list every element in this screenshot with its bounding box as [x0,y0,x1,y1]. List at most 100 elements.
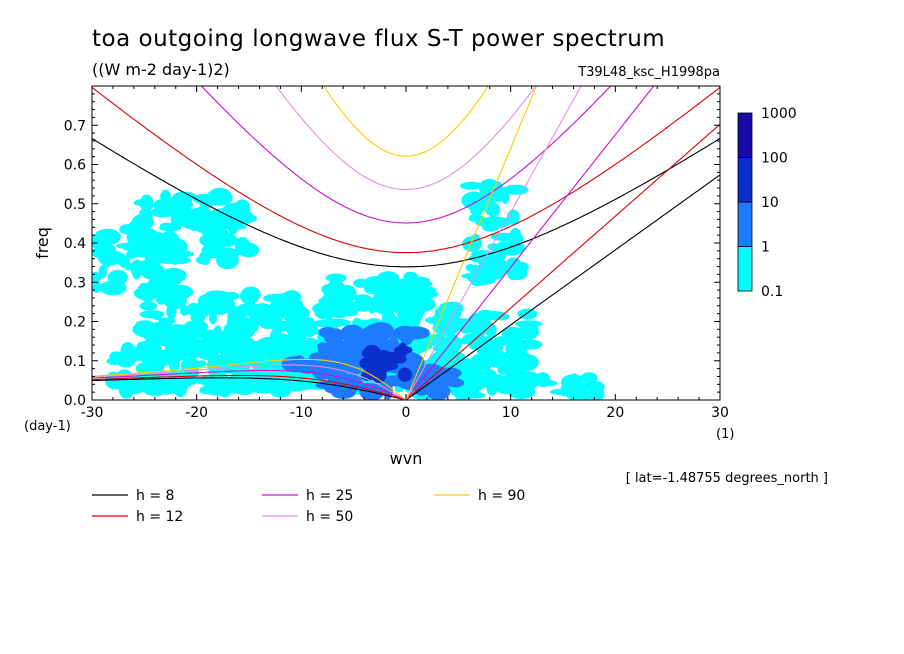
heat-cell [167,352,187,362]
heat-cell [212,301,226,311]
heat-cell [478,178,501,197]
heat-cell [477,261,501,278]
x-axis-label: wvn [390,449,423,468]
heat-cell [414,291,424,308]
heat-cell [472,195,487,208]
legend-item-h8: h = 8 [92,488,174,504]
heat-cell [392,354,407,364]
kelvin-branch [405,86,582,400]
curve-h8 [92,137,720,400]
heat-cell [94,228,121,246]
x-units-label: (1) [716,427,734,442]
heat-cell [228,248,248,255]
heat-cell [193,306,212,317]
heat-cell [140,194,154,212]
heat-cell [131,214,155,231]
heat-cell [159,268,187,283]
latitude-note: [ lat=-1.48755 degrees_north ] [626,471,828,486]
heat-cell [239,287,259,305]
heat-cell [118,255,131,268]
colorbar-segment [737,201,753,247]
dispersion-curves [92,86,720,400]
heat-cell [131,262,142,280]
chart-title: toa outgoing longwave flux S-T power spe… [92,26,665,52]
legend-item-h50: h = 50 [262,509,353,525]
legend-label: h = 8 [136,488,174,504]
legend-item-h12: h = 12 [92,509,183,525]
inertio-gravity-branch [92,86,720,254]
curve-h50 [92,86,582,400]
heat-cell [317,342,328,351]
heat-cell [435,324,449,337]
x-tick-label: 10 [502,405,520,421]
heat-region-9 [460,178,529,287]
heat-cell [281,304,310,323]
heat-cell [321,284,337,295]
heat-cell [282,358,303,370]
colorbar: 0.1 1 10 100 1000 [737,106,797,300]
rossby-branch [92,358,407,400]
heat-cell [160,189,171,204]
heat-cell [209,215,220,222]
heat-cell [226,314,251,331]
heat-cell [505,341,522,356]
heat-cell [163,291,181,307]
heat-cell [204,379,231,396]
heat-cell [482,222,499,232]
heat-cell [329,365,347,380]
heat-cell [393,325,418,341]
run-label: T39L48_ksc_H1998pa [577,65,720,80]
heat-cell [485,322,497,338]
x-tick-label: 0 [402,405,411,421]
heat-cell [432,336,446,348]
heat-cell [463,391,486,399]
heat-cell [350,335,369,351]
heat-cell [198,251,211,265]
colorbar-label: 1 [761,240,770,256]
heat-cell [535,372,551,388]
heat-cell [340,308,358,317]
legend-label: h = 12 [136,509,183,525]
heat-cell [98,265,107,279]
heat-cell [225,353,249,363]
heat-cell [298,337,320,349]
heat-cell [513,353,539,371]
heat-cell [434,367,462,379]
curve-h12 [92,86,720,400]
legend-label: h = 25 [306,488,353,504]
heat-cell [92,281,102,293]
y-tick-label: 0.4 [64,236,86,252]
heat-cell [151,207,175,218]
heat-cell [485,204,497,216]
heat-cell [173,211,183,228]
y-tick-label: 0.7 [64,118,86,134]
y-tick-label: 0.6 [64,158,86,174]
y-tick-label: 0.0 [64,393,86,409]
heat-cell [149,322,176,336]
inertio-gravity-branch [323,86,489,157]
heat-cell [499,262,521,272]
x-tick-label: -20 [185,405,208,421]
heat-cell [325,295,341,303]
heat-cell [361,348,377,359]
heat-cell [477,309,495,320]
heat-cell [515,339,543,350]
heat-cell [249,311,262,328]
heat-cell [406,279,422,291]
heat-cell [179,305,190,316]
heat-cell [286,345,305,355]
heat-cell [200,329,228,343]
inertio-gravity-branch [92,137,720,268]
heat-cell [460,181,484,190]
units-label: ((W m-2 day-1)2) [92,60,230,79]
colorbar-label: 1000 [761,106,797,122]
legend: h = 8 h = 12 h = 25 h = 50 h = 90 [92,488,525,525]
heat-cell [92,275,102,282]
x-tick-label: 30 [711,405,729,421]
heat-cell [445,341,461,354]
rossby-branch [92,377,407,400]
heat-cell [366,359,393,373]
heat-cell [165,238,188,256]
y-tick-label: 0.3 [64,275,86,291]
